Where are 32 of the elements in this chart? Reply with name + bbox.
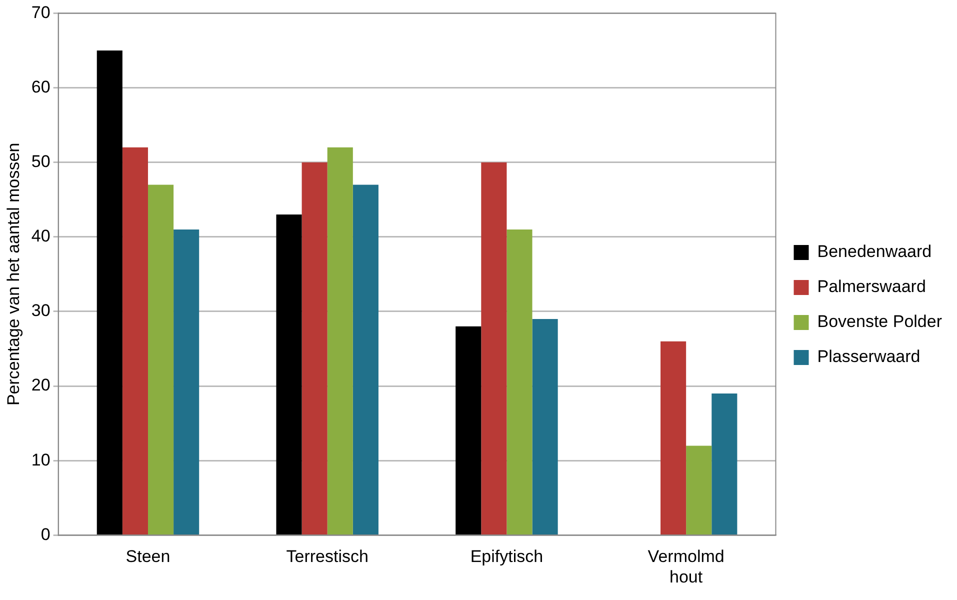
legend-label: Bovenste Polder	[817, 312, 942, 332]
x-tick-label: Steen	[126, 547, 170, 566]
x-tick-label: Terrestisch	[286, 547, 368, 566]
x-tick-label: Epifytisch	[470, 547, 544, 566]
x-tick-label: Vermolmd hout	[648, 547, 724, 586]
bar	[712, 394, 738, 534]
y-tick-label: 60	[31, 77, 50, 96]
y-tick-label: 50	[31, 152, 50, 172]
bar	[456, 326, 482, 534]
legend-label: Plasserwaard	[817, 347, 920, 366]
bar	[327, 147, 353, 534]
bar	[276, 214, 302, 534]
bar	[122, 147, 148, 534]
bar	[686, 446, 712, 534]
y-tick-label: 30	[31, 301, 50, 320]
bar	[481, 162, 507, 534]
bar	[148, 184, 174, 534]
bar	[352, 184, 378, 534]
bar	[174, 229, 200, 534]
y-tick-label: 10	[31, 450, 50, 470]
legend-label: Benedenwaard	[817, 242, 932, 262]
bar	[532, 318, 558, 534]
bar	[660, 341, 686, 534]
y-tick-label: 0	[40, 524, 50, 544]
y-tick-label: 20	[31, 376, 50, 395]
bar	[302, 162, 328, 534]
y-axis-title: Percentage van het aantal mossen	[4, 142, 23, 406]
y-tick-label: 70	[31, 2, 50, 22]
legend-label: Palmerswaard	[817, 277, 926, 296]
y-tick-label: 40	[31, 226, 50, 246]
bar	[506, 229, 532, 534]
bar	[96, 50, 122, 534]
